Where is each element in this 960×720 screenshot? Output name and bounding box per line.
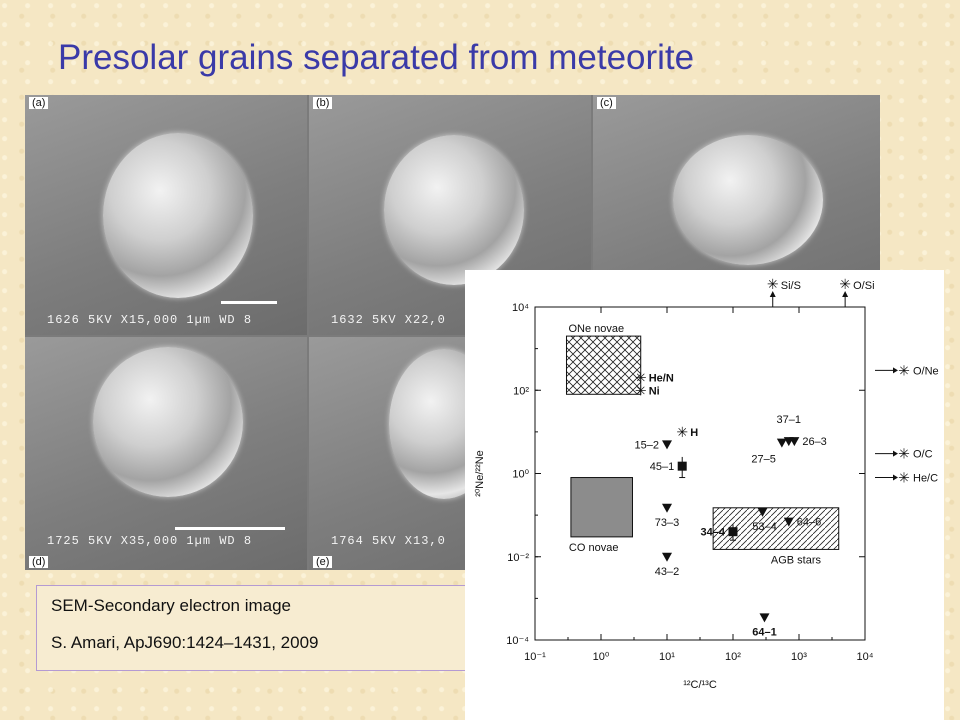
x-tick-label: 10³ [791,651,807,663]
data-point-triangle [662,503,672,513]
annotation-label: Ni [649,385,660,397]
sem-label-b: (b) [313,97,333,109]
point-label: 43–2 [655,566,679,578]
point-label: 27–5 [751,454,775,466]
arrow-head [893,450,898,457]
scale-bar [221,301,277,304]
arrow-head [769,291,776,297]
annotation-label: He/N [649,373,674,385]
y-tick-label: 10⁴ [512,302,529,314]
grain-c [673,135,823,265]
annotation-label: He/C [913,473,938,485]
asterisk-marker: ✳ [635,370,647,386]
data-point-triangle [759,613,770,623]
point-label: 26–3 [802,436,826,448]
data-point-triangle [757,507,768,517]
data-point-square [728,527,738,537]
asterisk-marker: ✳ [635,382,647,398]
grain-d [93,347,243,497]
sem-info-d: 1725 5KV X35,000 1µm WD 8 [47,534,253,548]
x-tick-label: 10² [725,651,741,663]
region-label: CO novae [569,542,619,554]
data-point-triangle [789,437,800,447]
x-axis-label: ¹²C/¹³C [683,679,717,691]
annotation-label: O/Si [853,280,874,292]
sem-label-a: (a) [29,97,49,109]
data-point-triangle [662,440,672,450]
x-tick-label: 10⁰ [593,651,610,663]
region-one-novae [565,335,642,395]
asterisk-marker: ✳ [839,276,851,292]
grain-b [384,135,524,285]
y-tick-label: 10⁰ [512,469,529,481]
sem-image-b: (b) 1632 5KV X22,0 [309,95,591,335]
asterisk-marker: ✳ [898,362,910,378]
point-label: 53–4 [752,521,776,533]
annotation-label: O/C [913,449,933,461]
sem-image-a: (a) 1626 5KV X15,000 1µm WD 8 [25,95,307,335]
sem-info-b: 1632 5KV X22,0 [331,313,446,327]
sem-image-d: 1725 5KV X35,000 1µm WD 8 (d) [25,337,307,570]
arrow-head [842,291,849,297]
annotation-label: H [690,427,698,439]
sem-label-c: (c) [597,97,616,109]
isotope-chart: 10⁻¹ 10⁰ 10¹ 10² 10³ 10⁴ 10⁻⁴ 10⁻² 10⁰ 10² 10⁴ ¹²C/… [465,270,944,720]
annotation-label: O/Ne [913,365,939,377]
point-label: 64–1 [752,626,776,638]
isotope-chart-svg: 10⁻¹ 10⁰ 10¹ 10² 10³ 10⁴ 10⁻⁴ 10⁻² 10⁰ 10² 10⁴ ¹²C/… [474,276,939,691]
asterisk-marker: ✳ [676,424,688,440]
x-tick-label: 10¹ [659,651,675,663]
y-tick-label: 10⁻² [507,552,529,564]
region-label: AGB stars [771,554,822,566]
point-label: 34–4 [701,527,726,539]
asterisk-marker: ✳ [898,470,910,486]
x-tick-label: 10⁴ [857,651,874,663]
region-label: ONe novae [568,323,624,335]
data-point-triangle [662,552,672,562]
sem-label-e: (e) [313,556,333,568]
point-label: 73–3 [655,517,679,529]
region-co-novae [570,477,633,538]
arrow-head [893,367,898,374]
asterisk-marker: ✳ [767,276,779,292]
arrow-head [893,474,898,481]
sem-info-e: 1764 5KV X13,0 [331,534,446,548]
y-axis-label: ²⁰Ne/²²Ne [474,450,486,497]
slide-title: Presolar grains separated from meteorite [58,38,695,77]
point-label: 64–6 [797,517,821,529]
sem-label-d: (d) [29,556,49,568]
caption-line-2: S. Amari, ApJ690:1424–1431, 2009 [51,633,319,652]
data-point-square [677,461,687,471]
annotation-label: Si/S [781,280,801,292]
grain-a [103,133,253,298]
data-point-triangle [783,517,794,527]
point-label: 37–1 [777,414,801,426]
y-tick-label: 10² [513,385,529,397]
point-label: 15–2 [635,439,659,451]
caption-line-1: SEM-Secondary electron image [51,596,292,615]
asterisk-marker: ✳ [898,446,910,462]
scale-bar [175,527,285,530]
sem-info-a: 1626 5KV X15,000 1µm WD 8 [47,313,253,327]
caption-box: SEM-Secondary electron image S. Amari, A… [36,585,466,671]
point-label: 45–1 [650,461,674,473]
y-tick-label: 10⁻⁴ [506,635,529,647]
x-tick-label: 10⁻¹ [524,651,546,663]
data-point-triangle [776,438,787,448]
